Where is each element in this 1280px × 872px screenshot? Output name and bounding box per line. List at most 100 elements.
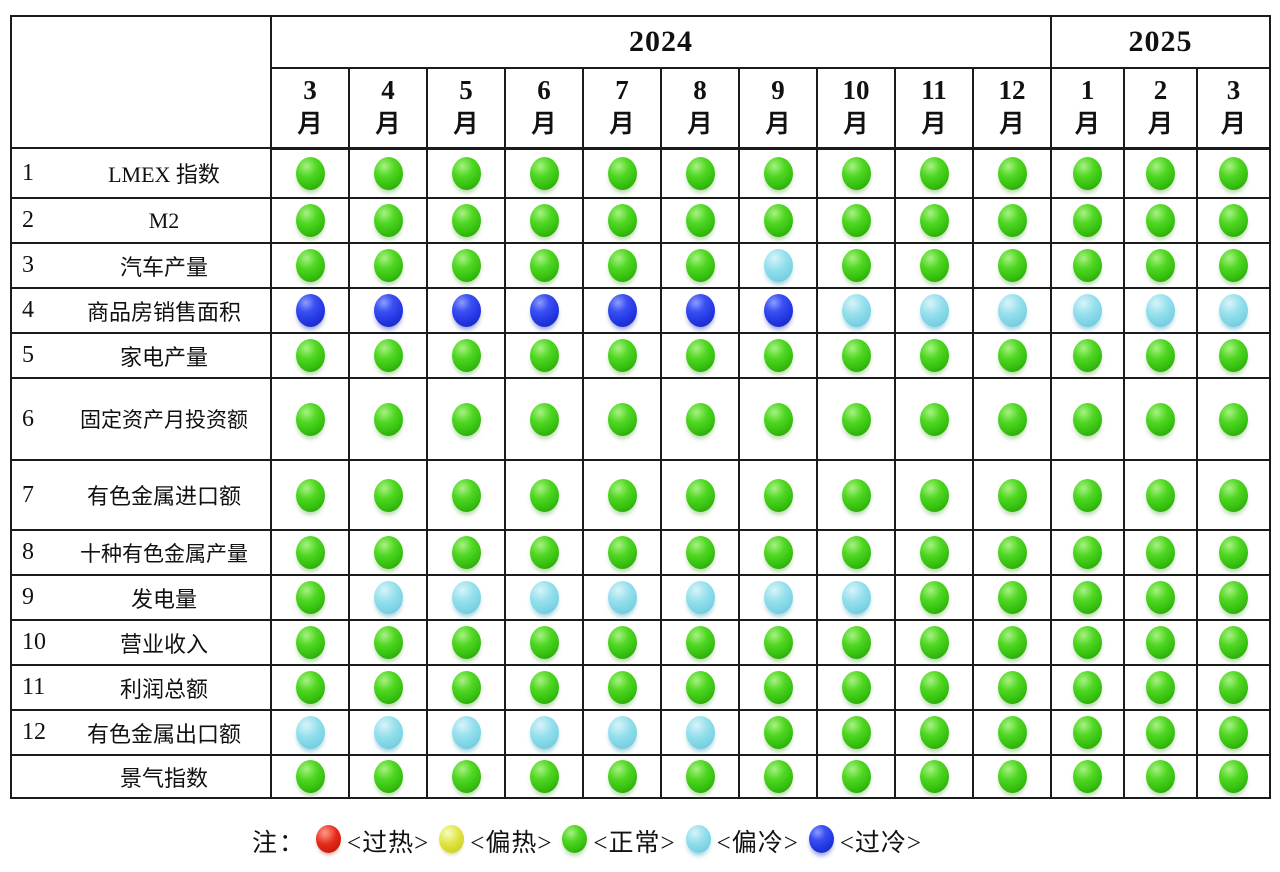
status-dot-green (685, 478, 715, 512)
status-cell (270, 242, 350, 289)
year-header-2024: 2024 (270, 15, 1052, 69)
status-cell (660, 664, 740, 711)
status-cell (894, 332, 974, 379)
status-dot-green (1073, 339, 1102, 372)
status-cell (1196, 709, 1271, 756)
status-dot-green (1219, 581, 1248, 614)
status-cell (582, 332, 662, 379)
status-dot-green (373, 402, 403, 436)
status-cell (270, 377, 350, 461)
row-label: 景气指数 (119, 765, 208, 791)
status-dot-green (1073, 716, 1102, 749)
month-number: 6 (537, 74, 551, 105)
indicator-label-cell: 7 有色金属进口额 (10, 459, 272, 531)
status-cell (894, 619, 974, 666)
status-cell (816, 332, 896, 379)
status-dot-green (1073, 204, 1102, 237)
status-cell (660, 709, 740, 756)
status-cell (816, 197, 896, 244)
month-number: 1 (1080, 74, 1095, 105)
status-dot-green (763, 204, 793, 237)
status-dot-green (295, 204, 325, 237)
status-cell (1050, 147, 1125, 199)
status-cell (1123, 709, 1198, 756)
status-cell (1196, 287, 1271, 334)
row-label: M2 (148, 207, 180, 233)
status-dot-green (841, 478, 871, 512)
row-label: 汽车产量 (119, 254, 208, 280)
status-dot-green (841, 626, 871, 659)
status-dot-green (1146, 536, 1175, 569)
status-dot-green (1146, 156, 1175, 190)
status-dot-green (607, 156, 637, 190)
status-cell (270, 529, 350, 576)
status-dot-green (919, 581, 949, 614)
status-dot-cyan (685, 581, 715, 614)
status-cell (972, 619, 1052, 666)
month-number: 4 (381, 74, 395, 105)
status-dot-green (763, 156, 793, 190)
status-dot-cyan (451, 581, 481, 614)
status-cell (504, 664, 584, 711)
status-dot-green (529, 671, 559, 704)
status-dot-green (529, 204, 559, 237)
status-cell (894, 197, 974, 244)
status-dot-green (607, 204, 637, 237)
row-number: 12 (22, 719, 46, 745)
status-cell (1050, 332, 1125, 379)
prosperity-indicator-table: 2024 2025 3 月 4 月 5 月 6 月 7 月 8 月 9 月 10 月 11 月 12 月 1 月 2 月 3 月 1… (10, 15, 1271, 799)
status-cell (504, 197, 584, 244)
status-dot-green (763, 760, 793, 793)
status-dot-green (607, 478, 637, 512)
row-number: 8 (22, 539, 34, 565)
status-cell (504, 754, 584, 799)
status-cell (582, 664, 662, 711)
status-dot-green (997, 249, 1027, 282)
month-number: 11 (921, 74, 947, 105)
status-dot-green (295, 581, 325, 614)
status-cell (348, 529, 428, 576)
status-cell (1123, 459, 1198, 531)
status-cell (1123, 287, 1198, 334)
month-number: 5 (459, 74, 473, 105)
status-cell (894, 754, 974, 799)
status-dot-green (841, 716, 871, 749)
status-dot-green (373, 204, 403, 237)
status-dot-green (451, 339, 481, 372)
status-dot-green (1146, 760, 1175, 793)
status-cell (582, 709, 662, 756)
status-cell (972, 332, 1052, 379)
status-dot-cyan (373, 581, 403, 614)
status-cell (1050, 377, 1125, 461)
status-cell (504, 287, 584, 334)
status-cell (738, 529, 818, 576)
status-dot-green (685, 760, 715, 793)
status-dot-green (295, 671, 325, 704)
month-unit: 月 (1220, 110, 1246, 138)
status-cell (738, 574, 818, 621)
status-dot-green (1073, 581, 1102, 614)
status-dot-green (529, 760, 559, 793)
status-cell (660, 619, 740, 666)
status-cell (1196, 574, 1271, 621)
status-cell (1123, 147, 1198, 199)
month-number: 9 (771, 74, 785, 105)
status-cell (348, 664, 428, 711)
status-cell (1050, 287, 1125, 334)
status-cell (1123, 377, 1198, 461)
indicator-label-cell: 3 汽车产量 (10, 242, 272, 289)
status-dot-green (763, 478, 793, 512)
legend-label: <偏热> (470, 830, 553, 857)
status-cell (972, 147, 1052, 199)
status-cell (660, 197, 740, 244)
status-dot-green (997, 204, 1027, 237)
status-cell (816, 377, 896, 461)
row-number: 6 (22, 405, 34, 432)
status-cell (660, 574, 740, 621)
status-cell (816, 619, 896, 666)
